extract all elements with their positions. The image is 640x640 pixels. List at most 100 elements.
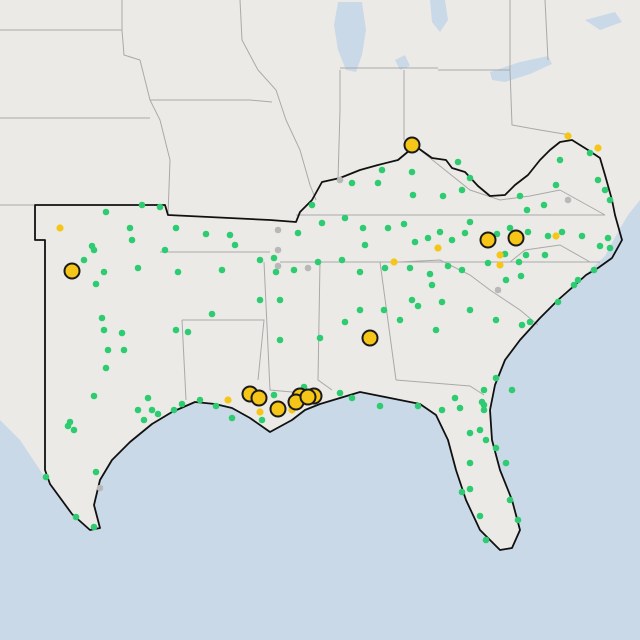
green-marker[interactable] — [414, 302, 422, 310]
green-marker[interactable] — [172, 326, 180, 334]
green-marker[interactable] — [444, 262, 452, 270]
small-yellow-marker[interactable] — [390, 258, 398, 266]
green-marker[interactable] — [554, 298, 562, 306]
green-marker[interactable] — [218, 266, 226, 274]
green-marker[interactable] — [606, 244, 614, 252]
green-marker[interactable] — [458, 266, 466, 274]
green-marker[interactable] — [276, 296, 284, 304]
green-marker[interactable] — [466, 306, 474, 314]
green-marker[interactable] — [128, 236, 136, 244]
green-marker[interactable] — [374, 179, 382, 187]
green-marker[interactable] — [436, 228, 444, 236]
small-yellow-marker[interactable] — [564, 132, 572, 140]
green-marker[interactable] — [256, 296, 264, 304]
small-yellow-marker[interactable] — [434, 244, 442, 252]
green-marker[interactable] — [381, 264, 389, 272]
green-marker[interactable] — [601, 186, 609, 194]
green-marker[interactable] — [492, 316, 500, 324]
green-marker[interactable] — [231, 241, 239, 249]
green-marker[interactable] — [104, 346, 112, 354]
gray-marker[interactable] — [564, 196, 572, 204]
green-marker[interactable] — [348, 179, 356, 187]
large-yellow-marker[interactable] — [507, 229, 525, 247]
green-marker[interactable] — [506, 496, 514, 504]
green-marker[interactable] — [451, 394, 459, 402]
green-marker[interactable] — [72, 513, 80, 521]
green-marker[interactable] — [100, 326, 108, 334]
green-marker[interactable] — [294, 229, 302, 237]
green-marker[interactable] — [492, 374, 500, 382]
large-yellow-marker[interactable] — [63, 262, 81, 280]
green-marker[interactable] — [90, 523, 98, 531]
green-marker[interactable] — [170, 406, 178, 414]
green-marker[interactable] — [148, 406, 156, 414]
green-marker[interactable] — [517, 272, 525, 280]
green-marker[interactable] — [406, 264, 414, 272]
green-marker[interactable] — [90, 392, 98, 400]
green-marker[interactable] — [482, 436, 490, 444]
green-marker[interactable] — [514, 516, 522, 524]
large-yellow-marker[interactable] — [479, 231, 497, 249]
green-marker[interactable] — [604, 234, 612, 242]
green-marker[interactable] — [466, 429, 474, 437]
green-marker[interactable] — [356, 268, 364, 276]
green-marker[interactable] — [196, 396, 204, 404]
green-marker[interactable] — [578, 232, 586, 240]
green-marker[interactable] — [586, 149, 594, 157]
green-marker[interactable] — [66, 418, 74, 426]
green-marker[interactable] — [606, 196, 614, 204]
green-marker[interactable] — [518, 321, 526, 329]
green-marker[interactable] — [476, 512, 484, 520]
green-marker[interactable] — [376, 402, 384, 410]
green-marker[interactable] — [270, 391, 278, 399]
green-marker[interactable] — [144, 394, 152, 402]
green-marker[interactable] — [524, 228, 532, 236]
green-marker[interactable] — [409, 191, 417, 199]
green-marker[interactable] — [458, 488, 466, 496]
green-marker[interactable] — [432, 326, 440, 334]
green-marker[interactable] — [100, 268, 108, 276]
green-marker[interactable] — [270, 254, 278, 262]
green-marker[interactable] — [212, 402, 220, 410]
green-marker[interactable] — [428, 281, 436, 289]
green-marker[interactable] — [523, 206, 531, 214]
green-marker[interactable] — [424, 234, 432, 242]
green-marker[interactable] — [596, 242, 604, 250]
green-marker[interactable] — [134, 406, 142, 414]
green-marker[interactable] — [184, 328, 192, 336]
green-marker[interactable] — [384, 224, 392, 232]
green-marker[interactable] — [438, 298, 446, 306]
green-marker[interactable] — [515, 258, 523, 266]
small-yellow-marker[interactable] — [224, 396, 232, 404]
green-marker[interactable] — [502, 459, 510, 467]
green-marker[interactable] — [126, 224, 134, 232]
green-marker[interactable] — [314, 258, 322, 266]
green-marker[interactable] — [461, 229, 469, 237]
green-marker[interactable] — [80, 256, 88, 264]
small-yellow-marker[interactable] — [256, 408, 264, 416]
green-marker[interactable] — [380, 306, 388, 314]
green-marker[interactable] — [161, 246, 169, 254]
green-marker[interactable] — [138, 201, 146, 209]
green-marker[interactable] — [359, 224, 367, 232]
green-marker[interactable] — [480, 401, 488, 409]
green-marker[interactable] — [178, 400, 186, 408]
green-marker[interactable] — [466, 218, 474, 226]
green-marker[interactable] — [208, 310, 216, 318]
gray-marker[interactable] — [336, 176, 344, 184]
gray-marker[interactable] — [96, 484, 104, 492]
green-marker[interactable] — [102, 364, 110, 372]
green-marker[interactable] — [156, 203, 164, 211]
green-marker[interactable] — [552, 181, 560, 189]
green-marker[interactable] — [492, 444, 500, 452]
green-marker[interactable] — [480, 386, 488, 394]
green-marker[interactable] — [316, 334, 324, 342]
green-marker[interactable] — [70, 426, 78, 434]
green-marker[interactable] — [556, 156, 564, 164]
gray-marker[interactable] — [494, 286, 502, 294]
green-marker[interactable] — [439, 192, 447, 200]
green-marker[interactable] — [456, 404, 464, 412]
green-marker[interactable] — [476, 426, 484, 434]
